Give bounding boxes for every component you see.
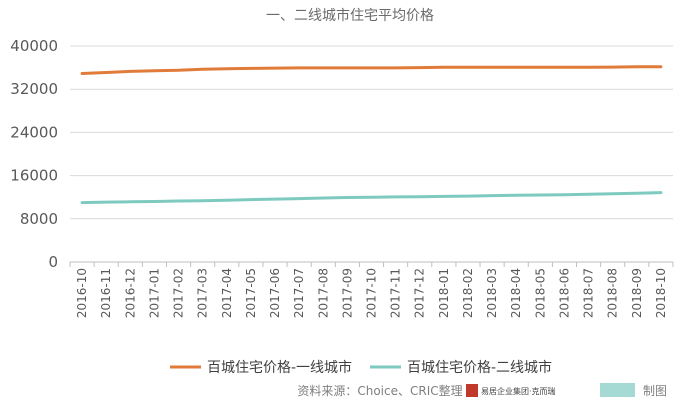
x-tick-label: 2017-09 [340, 268, 354, 318]
x-tick-label: 2017-10 [365, 268, 379, 318]
logo-badge [600, 383, 635, 397]
x-tick-label: 2018-05 [533, 268, 547, 318]
x-tick-label: 2018-02 [461, 268, 475, 318]
y-tick-label: 24000 [10, 123, 58, 141]
y-tick-label: 32000 [10, 80, 58, 98]
logo-mark [466, 384, 478, 397]
x-tick-label: 2018-06 [557, 268, 571, 318]
grid [70, 45, 673, 220]
series-line-second-tier [80, 191, 663, 205]
chart-title: 一、二线城市住宅平均价格 [266, 7, 434, 24]
x-tick-label: 2017-11 [389, 268, 403, 318]
x-tick-label: 2017-03 [196, 268, 210, 318]
x-tick-label: 2017-05 [244, 268, 258, 318]
x-tick-label: 2016-11 [99, 268, 113, 318]
x-tick-label: 2017-04 [220, 268, 234, 318]
x-tick-label: 2018-01 [437, 268, 451, 318]
x-tick-label: 2018-07 [582, 268, 596, 318]
series-lines [80, 65, 663, 205]
x-tick-label: 2017-12 [413, 268, 427, 318]
y-tick-label: 0 [48, 253, 58, 271]
y-tick-label: 40000 [10, 37, 58, 55]
x-tick-label: 2017-08 [316, 268, 330, 318]
x-tick-label: 2018-04 [509, 268, 523, 318]
logo-caption: 制图 [643, 384, 667, 398]
legend-label-second-tier: 百城住宅价格-二线城市 [407, 359, 552, 376]
x-tick-label: 2018-03 [485, 268, 499, 318]
x-tick-label: 2018-09 [630, 268, 644, 318]
x-axis: 2016-10 2016-11 2016-12 2017-01 2017-02 2017-… [69, 261, 674, 318]
x-tick-label: 2017-02 [172, 268, 186, 318]
x-tick-label: 2018-08 [606, 268, 620, 318]
y-tick-label: 8000 [20, 210, 58, 228]
x-tick-label: 2017-06 [268, 268, 282, 318]
source-text: 资料来源：Choice、CRIC整理 [297, 383, 462, 398]
x-tick-label: 2018-10 [654, 268, 668, 318]
y-tick-label: 16000 [10, 167, 58, 185]
series-line-first-tier [80, 65, 663, 75]
x-tick-label: 2017-07 [292, 268, 306, 318]
x-tick-label: 2016-12 [123, 268, 137, 318]
x-tick-label: 2016-10 [75, 268, 89, 318]
source-footer: 资料来源：Choice、CRIC整理 易居企业集团·克而瑞 制图 [297, 383, 667, 398]
y-axis-ticks: 40000 32000 24000 16000 8000 0 [10, 37, 58, 271]
logo-text: 易居企业集团·克而瑞 [481, 386, 556, 396]
legend-label-first-tier: 百城住宅价格-一线城市 [207, 359, 352, 376]
legend: 百城住宅价格-一线城市 百城住宅价格-二线城市 [170, 359, 552, 376]
x-tick-label: 2017-01 [147, 268, 161, 318]
